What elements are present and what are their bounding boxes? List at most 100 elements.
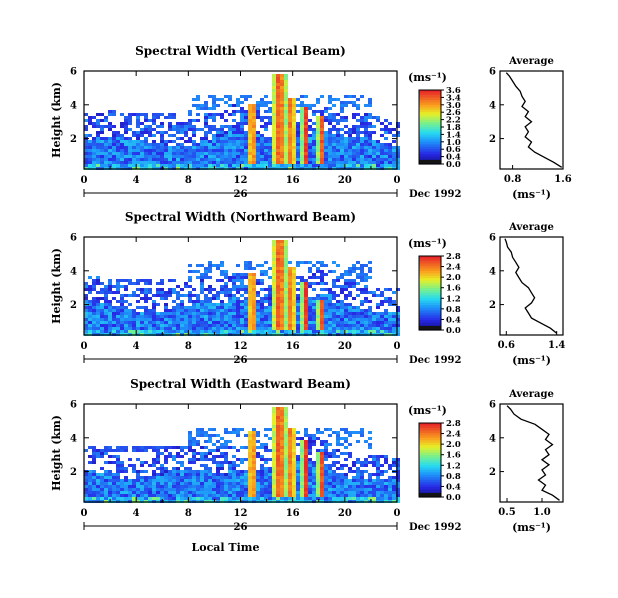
heatmap-field (84, 407, 400, 503)
date-day-label: 26 (234, 522, 248, 533)
y-tick-label: 2 (70, 467, 77, 478)
colorbar-tick-label: 0.4 (446, 482, 461, 492)
x-tick-label: 8 (185, 175, 192, 186)
profile-x-tick-label: 0.6 (498, 340, 515, 351)
average-profile: Average 2 4 6 0.6 1.4 (ms⁻¹) (489, 222, 565, 367)
colorbar: 3.63.43.02.62.21.81.41.00.60.40.0 (418, 86, 461, 170)
colorbar-tick-label: 1.2 (446, 461, 461, 471)
colorbar-tick-label: 1.2 (446, 294, 461, 304)
y-axis-label: Height (km) (50, 415, 63, 491)
colorbar-frame (418, 422, 442, 498)
colorbar-tick-label: 2.8 (446, 252, 461, 262)
colorbar-tick-label: 0.0 (446, 493, 461, 503)
y-tick-label: 4 (70, 433, 77, 444)
x-tick-label: 0 (394, 175, 401, 186)
y-tick-label: 2 (70, 300, 77, 311)
colorbar-tick-label: 0.4 (446, 153, 461, 163)
colorbar-tick-label: 1.4 (446, 130, 461, 140)
profile-x-tick-label: 0.8 (504, 174, 521, 185)
x-tick-label: 12 (234, 341, 248, 352)
colorbar-tick-label: 2.4 (446, 430, 461, 440)
colorbar-unit: (ms⁻¹) (408, 237, 447, 250)
colorbar-tick-label: 3.0 (446, 101, 461, 111)
colorbar-tick-label: 0.4 (446, 315, 461, 325)
profile-y-tick-label: 2 (489, 300, 496, 311)
colorbar-tick-label: 1.0 (446, 138, 461, 148)
x-tick-label: 20 (338, 175, 352, 186)
profile-x-tick-label: 1.6 (554, 174, 571, 185)
colorbar: 2.82.42.01.61.20.80.40.0 (418, 252, 461, 336)
profile-y-tick-label: 6 (489, 67, 496, 78)
y-tick-label: 4 (70, 266, 77, 277)
colorbar-tick-label: 2.0 (446, 440, 461, 450)
colorbar-frame (418, 255, 442, 331)
colorbar-tick-label: 1.6 (446, 284, 461, 294)
date-label: Dec 1992 (409, 355, 461, 366)
panel-3: Spectral Width (Eastward Beam) 2 4 6 Height … (50, 377, 564, 554)
chart-title: Spectral Width (Vertical Beam) (135, 44, 346, 58)
x-axis-label: Local Time (192, 541, 260, 554)
x-tick-label: 20 (338, 341, 352, 352)
profile-x-tick-label: 0.5 (498, 507, 515, 518)
profile-line (506, 405, 560, 501)
date-day-label: 26 (234, 189, 248, 200)
y-tick-label: 6 (70, 233, 77, 244)
colorbar-tick-label: 3.6 (446, 86, 461, 96)
x-tick-label: 20 (338, 508, 352, 519)
profile-title: Average (508, 56, 554, 67)
colorbar-tick-label: 2.4 (446, 263, 461, 273)
profile-y-tick-label: 4 (489, 433, 496, 444)
x-tick-label: 4 (133, 341, 140, 352)
profile-x-label: (ms⁻¹) (512, 354, 551, 367)
y-tick-label: 6 (70, 67, 77, 78)
chart-title: Spectral Width (Northward Beam) (125, 210, 356, 224)
x-tick-label: 0 (81, 341, 88, 352)
colorbar-unit: (ms⁻¹) (408, 71, 447, 84)
heatmap-field (84, 74, 400, 170)
profile-line (504, 238, 558, 334)
panel-1: Spectral Width (Vertical Beam) 2 4 6 Height … (50, 44, 572, 201)
colorbar-tick-label: 0.0 (446, 160, 461, 170)
x-tick-label: 0 (394, 508, 401, 519)
colorbar-tick-label: 2.8 (446, 419, 461, 429)
chart-title: Spectral Width (Eastward Beam) (130, 377, 351, 391)
profile-x-label: (ms⁻¹) (512, 188, 551, 201)
profile-y-tick-label: 4 (489, 266, 496, 277)
date-label: Dec 1992 (409, 522, 461, 533)
x-tick-label: 4 (133, 175, 140, 186)
profile-y-tick-label: 6 (489, 233, 496, 244)
colorbar-tick-label: 0.0 (446, 326, 461, 336)
date-day-label: 26 (234, 355, 248, 366)
x-tick-label: 0 (81, 508, 88, 519)
panel-2: Spectral Width (Northward Beam) 2 4 6 Height… (50, 210, 565, 367)
x-tick-label: 0 (394, 341, 401, 352)
y-tick-label: 2 (70, 134, 77, 145)
x-tick-label: 0 (81, 175, 88, 186)
date-label: Dec 1992 (409, 189, 461, 200)
profile-x-tick-label: 1.4 (548, 340, 565, 351)
y-tick-label: 6 (70, 400, 77, 411)
profile-frame (499, 403, 564, 503)
y-tick-label: 4 (70, 100, 77, 111)
average-profile: Average 2 4 6 0.5 1.0 (ms⁻¹) (489, 389, 564, 534)
colorbar-tick-label: 1.6 (446, 451, 461, 461)
profile-y-tick-label: 4 (489, 100, 496, 111)
profile-title: Average (508, 222, 554, 233)
colorbar-unit: (ms⁻¹) (408, 404, 447, 417)
heatmap-field (84, 240, 400, 336)
x-tick-label: 8 (185, 341, 192, 352)
colorbar-tick-label: 2.0 (446, 273, 461, 283)
colorbar-tick-label: 3.4 (446, 93, 461, 103)
profile-y-tick-label: 2 (489, 467, 496, 478)
x-tick-label: 16 (286, 175, 300, 186)
colorbar-tick-label: 2.6 (446, 108, 461, 118)
x-tick-label: 16 (286, 341, 300, 352)
colorbar-tick-label: 1.8 (446, 123, 461, 133)
x-tick-label: 16 (286, 508, 300, 519)
colorbar-tick-label: 2.2 (446, 116, 461, 126)
average-profile: Average 2 4 6 0.8 1.6(ms⁻¹) (489, 56, 572, 201)
x-tick-label: 12 (234, 175, 248, 186)
profile-x-label: (ms⁻¹) (512, 521, 551, 534)
profile-title: Average (508, 389, 554, 400)
